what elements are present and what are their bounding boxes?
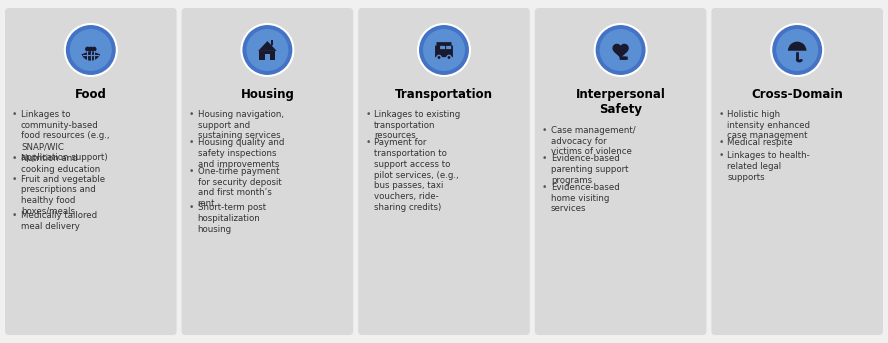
Circle shape	[85, 47, 90, 51]
Text: •: •	[188, 138, 194, 147]
Wedge shape	[788, 42, 806, 51]
FancyBboxPatch shape	[5, 8, 177, 335]
Text: Holistic high
intensity enhanced
case management: Holistic high intensity enhanced case ma…	[727, 110, 811, 141]
Circle shape	[246, 29, 289, 71]
Text: •: •	[188, 167, 194, 176]
Text: •: •	[718, 151, 724, 160]
Text: •: •	[12, 211, 18, 220]
Text: •: •	[188, 203, 194, 212]
Text: •: •	[188, 110, 194, 119]
FancyBboxPatch shape	[622, 57, 628, 60]
Circle shape	[771, 24, 823, 76]
Text: Housing quality and
safety inspections
and improvements: Housing quality and safety inspections a…	[198, 138, 284, 169]
Circle shape	[70, 29, 112, 71]
Text: Evidence-based
parenting support
programs: Evidence-based parenting support program…	[551, 154, 629, 185]
Circle shape	[242, 24, 293, 76]
Circle shape	[88, 47, 93, 51]
FancyBboxPatch shape	[446, 46, 451, 49]
Circle shape	[91, 47, 97, 51]
Text: Payment for
transportation to
support access to
pilot services, (e.g.,
bus passe: Payment for transportation to support ac…	[374, 138, 459, 212]
Text: Interpersonal
Safety: Interpersonal Safety	[575, 88, 665, 116]
FancyBboxPatch shape	[535, 8, 706, 335]
Text: One-time payment
for security deposit
and first month’s
rent: One-time payment for security deposit an…	[198, 167, 281, 208]
Text: Medically tailored
meal delivery: Medically tailored meal delivery	[21, 211, 97, 230]
Circle shape	[447, 55, 451, 60]
FancyBboxPatch shape	[435, 46, 453, 57]
Text: •: •	[12, 175, 18, 184]
Text: Linkages to existing
transportation
resources: Linkages to existing transportation reso…	[374, 110, 461, 141]
Circle shape	[418, 24, 470, 76]
Text: •: •	[12, 154, 18, 163]
Text: •: •	[365, 110, 370, 119]
FancyBboxPatch shape	[182, 8, 353, 335]
Text: Nutrition and
cooking education: Nutrition and cooking education	[21, 154, 100, 174]
Polygon shape	[266, 54, 270, 60]
Text: •: •	[12, 110, 18, 119]
Circle shape	[776, 29, 818, 71]
Text: Medical respite: Medical respite	[727, 138, 793, 147]
Text: •: •	[718, 138, 724, 147]
Text: Short-term post
hospitalization
housing: Short-term post hospitalization housing	[198, 203, 266, 234]
Circle shape	[599, 29, 642, 71]
Text: Linkages to
community-based
food resources (e.g.,
SNAP/WIC
application support): Linkages to community-based food resourc…	[21, 110, 109, 162]
Circle shape	[65, 24, 117, 76]
Text: •: •	[542, 126, 547, 135]
Text: Cross-Domain: Cross-Domain	[751, 88, 843, 101]
FancyBboxPatch shape	[440, 46, 445, 49]
Polygon shape	[259, 51, 275, 60]
Text: •: •	[542, 154, 547, 163]
FancyBboxPatch shape	[620, 57, 626, 60]
Polygon shape	[258, 41, 277, 51]
Polygon shape	[613, 44, 628, 58]
Text: Evidence-based
home visiting
services: Evidence-based home visiting services	[551, 183, 620, 213]
FancyBboxPatch shape	[437, 42, 451, 46]
Wedge shape	[82, 51, 100, 61]
Text: Housing: Housing	[241, 88, 294, 101]
Text: Linkages to health-
related legal
supports: Linkages to health- related legal suppor…	[727, 151, 810, 182]
Text: Transportation: Transportation	[395, 88, 493, 101]
Text: •: •	[365, 138, 370, 147]
Circle shape	[423, 29, 465, 71]
Text: •: •	[542, 183, 547, 192]
Circle shape	[437, 55, 441, 60]
Text: Housing navigation,
support and
sustaining services: Housing navigation, support and sustaini…	[198, 110, 283, 141]
Text: Food: Food	[75, 88, 107, 101]
Polygon shape	[271, 40, 274, 46]
FancyBboxPatch shape	[358, 8, 530, 335]
Text: Fruit and vegetable
prescriptions and
healthy food
boxes/meals: Fruit and vegetable prescriptions and he…	[21, 175, 105, 216]
Text: Case management/
advocacy for
victims of violence: Case management/ advocacy for victims of…	[551, 126, 636, 156]
Circle shape	[595, 24, 646, 76]
FancyBboxPatch shape	[711, 8, 883, 335]
Text: •: •	[718, 110, 724, 119]
